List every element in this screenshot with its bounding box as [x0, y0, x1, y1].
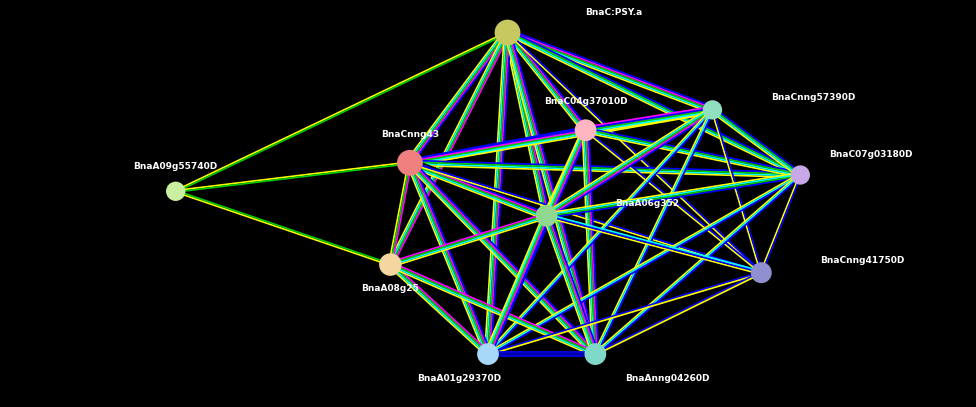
- Text: BnaC:PSY.a: BnaC:PSY.a: [586, 8, 643, 17]
- Text: BnaA08g25: BnaA08g25: [361, 284, 420, 293]
- Circle shape: [537, 206, 556, 226]
- Circle shape: [495, 20, 520, 45]
- Text: BnaAnng04260D: BnaAnng04260D: [625, 374, 710, 383]
- Circle shape: [167, 182, 184, 200]
- Circle shape: [792, 166, 809, 184]
- Text: BnaCnng57390D: BnaCnng57390D: [771, 93, 855, 102]
- Text: BnaA06g352: BnaA06g352: [615, 199, 679, 208]
- Text: BnaCnng43: BnaCnng43: [381, 130, 439, 139]
- Text: BnaC07g03180D: BnaC07g03180D: [830, 150, 914, 159]
- Circle shape: [576, 120, 595, 140]
- Circle shape: [586, 344, 605, 364]
- Circle shape: [752, 263, 771, 282]
- Text: BnaA01g29370D: BnaA01g29370D: [417, 374, 501, 383]
- Circle shape: [704, 101, 721, 119]
- Text: BnaCnng41750D: BnaCnng41750D: [820, 256, 904, 265]
- Circle shape: [380, 254, 401, 275]
- Circle shape: [397, 151, 423, 175]
- Circle shape: [478, 344, 498, 364]
- Text: BnaA09g55740D: BnaA09g55740D: [134, 162, 218, 171]
- Text: BnaC04g37010D: BnaC04g37010D: [544, 97, 628, 106]
